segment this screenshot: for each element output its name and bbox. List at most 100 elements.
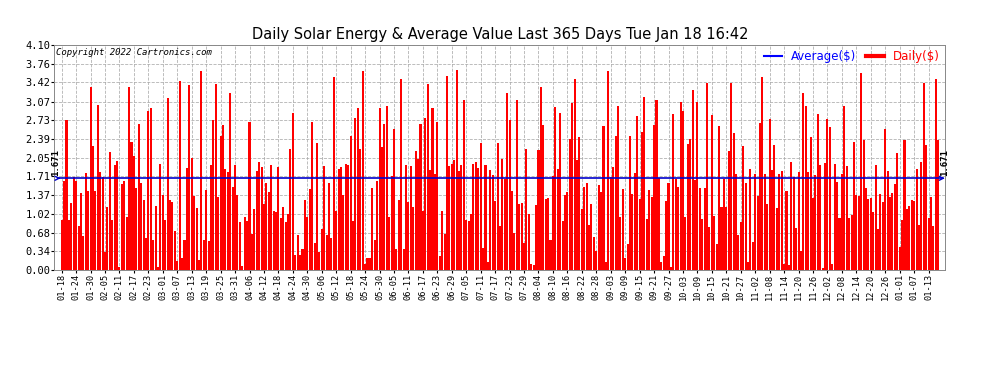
Bar: [174, 231, 176, 270]
Bar: [422, 211, 424, 270]
Bar: [756, 196, 758, 270]
Bar: [781, 171, 783, 270]
Bar: [136, 188, 138, 270]
Bar: [723, 179, 725, 270]
Bar: [72, 177, 74, 270]
Bar: [328, 183, 330, 270]
Bar: [655, 100, 657, 270]
Bar: [526, 149, 528, 270]
Bar: [191, 158, 193, 270]
Bar: [612, 167, 614, 270]
Bar: [617, 106, 619, 270]
Bar: [699, 188, 701, 270]
Bar: [280, 217, 282, 270]
Bar: [270, 165, 272, 270]
Bar: [605, 262, 607, 270]
Bar: [248, 122, 250, 270]
Bar: [465, 219, 467, 270]
Bar: [807, 171, 809, 270]
Bar: [470, 214, 472, 270]
Bar: [85, 172, 87, 270]
Bar: [788, 265, 790, 270]
Bar: [874, 165, 876, 270]
Bar: [124, 181, 126, 270]
Bar: [501, 159, 503, 270]
Bar: [263, 204, 265, 270]
Bar: [161, 195, 163, 270]
Bar: [458, 171, 460, 270]
Bar: [879, 195, 881, 270]
Bar: [242, 266, 244, 270]
Bar: [326, 236, 328, 270]
Bar: [862, 140, 864, 270]
Bar: [68, 220, 70, 270]
Bar: [930, 198, 932, 270]
Bar: [771, 170, 773, 270]
Bar: [785, 191, 787, 270]
Bar: [887, 171, 889, 270]
Bar: [573, 79, 575, 270]
Bar: [480, 143, 482, 270]
Bar: [415, 152, 417, 270]
Bar: [143, 200, 145, 270]
Bar: [882, 202, 884, 270]
Bar: [176, 261, 178, 270]
Bar: [764, 174, 766, 270]
Bar: [514, 233, 516, 270]
Bar: [181, 258, 183, 270]
Bar: [566, 192, 568, 270]
Bar: [386, 106, 388, 270]
Bar: [169, 200, 171, 270]
Bar: [923, 83, 925, 270]
Bar: [63, 181, 65, 270]
Bar: [361, 71, 363, 270]
Bar: [336, 211, 338, 270]
Bar: [911, 201, 913, 270]
Bar: [213, 120, 215, 270]
Bar: [448, 166, 450, 270]
Bar: [610, 177, 612, 270]
Bar: [444, 234, 446, 270]
Bar: [111, 220, 113, 270]
Bar: [528, 214, 530, 270]
Bar: [227, 172, 229, 270]
Bar: [728, 151, 730, 270]
Bar: [104, 252, 106, 270]
Bar: [648, 190, 650, 270]
Bar: [855, 195, 857, 270]
Bar: [896, 153, 898, 270]
Bar: [559, 113, 561, 270]
Bar: [935, 80, 937, 270]
Bar: [721, 207, 723, 270]
Bar: [292, 113, 294, 270]
Bar: [607, 71, 609, 270]
Bar: [60, 220, 62, 270]
Bar: [405, 165, 407, 270]
Bar: [551, 176, 554, 270]
Bar: [759, 123, 761, 270]
Bar: [620, 217, 622, 270]
Bar: [376, 181, 378, 270]
Bar: [730, 83, 733, 270]
Bar: [154, 206, 156, 270]
Bar: [511, 190, 513, 270]
Bar: [521, 203, 523, 270]
Bar: [102, 177, 104, 270]
Bar: [595, 251, 597, 270]
Bar: [733, 133, 735, 270]
Bar: [94, 192, 96, 270]
Bar: [133, 156, 135, 270]
Bar: [364, 264, 366, 270]
Bar: [321, 230, 323, 270]
Bar: [916, 170, 918, 270]
Bar: [484, 165, 486, 270]
Bar: [299, 255, 301, 270]
Bar: [333, 77, 335, 270]
Bar: [188, 85, 190, 270]
Bar: [581, 209, 583, 270]
Bar: [696, 102, 698, 270]
Bar: [884, 129, 886, 270]
Bar: [600, 192, 602, 270]
Text: 1.671: 1.671: [50, 148, 59, 176]
Bar: [726, 207, 728, 270]
